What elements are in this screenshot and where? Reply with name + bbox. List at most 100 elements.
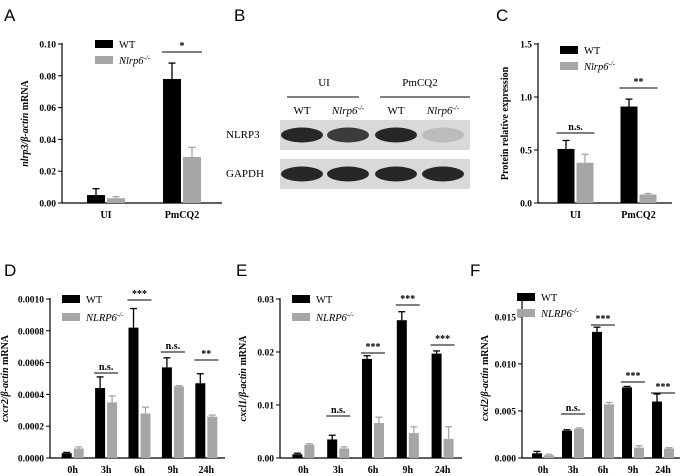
bar-ko-6h bbox=[374, 423, 384, 458]
x-tick-label: PmCQ2 bbox=[165, 210, 199, 221]
significance-label: n.s. bbox=[568, 122, 583, 133]
lane-label-2: Nlrp6-/- bbox=[331, 104, 365, 117]
x-tick-label: 9h bbox=[403, 465, 414, 476]
y-tick-label: 0.0004 bbox=[18, 391, 44, 401]
bar-ko-ui bbox=[107, 198, 125, 203]
y-tick-label: 0.08 bbox=[39, 72, 56, 82]
bar-ko-9h bbox=[634, 447, 644, 458]
bar-wt-6h bbox=[128, 327, 139, 458]
significance-label: *** bbox=[656, 382, 671, 393]
bar-wt-pmcq2 bbox=[163, 78, 181, 203]
bar-wt-0h bbox=[532, 453, 542, 458]
bar-ko-24h bbox=[207, 416, 218, 458]
significance-label: * bbox=[180, 41, 185, 52]
legend-swatch bbox=[560, 46, 578, 54]
bar-wt-pmcq2 bbox=[620, 106, 638, 203]
y-tick-label: 0.005 bbox=[495, 407, 517, 417]
blot-band-nlrp3-3 bbox=[375, 127, 417, 143]
x-tick-label: 9h bbox=[628, 465, 639, 476]
panel-letter-a: A bbox=[4, 6, 16, 25]
y-axis-label: Protein relative expression bbox=[500, 66, 511, 180]
bar-ko-pmcq2 bbox=[183, 156, 201, 203]
bar-wt-3h bbox=[95, 388, 106, 458]
legend-swatch bbox=[62, 295, 80, 303]
lane-label-3: WT bbox=[387, 105, 404, 117]
y-tick-label: 0.06 bbox=[39, 104, 56, 114]
row-label-gapdh: GAPDH bbox=[226, 168, 264, 180]
bar-ko-pmcq2 bbox=[639, 194, 657, 203]
legend-label: WT bbox=[584, 46, 601, 57]
panel-letter-d: D bbox=[4, 261, 16, 280]
legend-label: WT bbox=[86, 295, 103, 306]
y-axis-label: cxcl2/β-actin mRNA bbox=[480, 334, 491, 421]
y-tick-label: 0.000 bbox=[495, 455, 517, 465]
x-tick-label: 0h bbox=[67, 465, 78, 476]
significance-label: n.s. bbox=[166, 341, 181, 352]
legend-label: WT bbox=[316, 295, 333, 306]
group-label-ui: UI bbox=[318, 77, 330, 89]
chart-panel-f: F 0.000 0.005 0.010 0.015 cxcl2/β-actin mRNA 0… bbox=[470, 261, 680, 476]
x-tick-label: UI bbox=[100, 210, 111, 221]
bar-ko-24h bbox=[664, 448, 674, 458]
legend-label: WT bbox=[541, 293, 558, 304]
x-tick-label: 24h bbox=[655, 465, 671, 476]
panel-letter-e: E bbox=[236, 261, 247, 280]
y-axis-label: cxcl1/β-actin mRNA bbox=[238, 335, 249, 422]
lane-label-4: Nlrp6-/- bbox=[426, 104, 460, 117]
significance-label: n.s. bbox=[99, 362, 114, 373]
y-axis-label: nlrp3/β-actin mRNA bbox=[20, 79, 31, 166]
bar-wt-9h bbox=[622, 387, 632, 458]
blot-band-gapdh-1 bbox=[281, 166, 323, 182]
bar-wt-24h bbox=[431, 353, 442, 458]
chart-panel-d: D 0.0000 0.0002 0.0004 0.0006 0.0008 0.0010 cxc… bbox=[0, 261, 225, 476]
chart-panel-c: C 0.0 0.5 1.0 1.5 Protein relative expression… bbox=[496, 6, 672, 221]
y-tick-label: 0.0002 bbox=[18, 423, 44, 433]
x-tick-label: 6h bbox=[134, 465, 145, 476]
significance-label: *** bbox=[400, 294, 415, 305]
bar-ko-9h bbox=[173, 386, 184, 458]
y-tick-label: 1.5 bbox=[520, 41, 532, 51]
significance-label: ** bbox=[201, 349, 211, 360]
bar-ko-6h bbox=[140, 413, 151, 458]
blot-bands bbox=[280, 120, 470, 189]
bar-wt-0h bbox=[61, 453, 72, 458]
legend-swatch bbox=[95, 40, 113, 48]
y-tick-label: 1.0 bbox=[520, 94, 532, 104]
legend-swatch bbox=[292, 313, 310, 321]
bar-ko-9h bbox=[408, 433, 419, 458]
bar-wt-ui bbox=[557, 148, 575, 203]
bar-ko-ui bbox=[576, 162, 594, 203]
blot-band-nlrp3-1 bbox=[281, 127, 323, 143]
bar-wt-24h bbox=[195, 383, 206, 458]
legend-swatch bbox=[517, 293, 535, 301]
y-tick-label: 0.015 bbox=[495, 313, 517, 323]
legend-label: WT bbox=[119, 40, 136, 51]
blot-band-gapdh-2 bbox=[327, 166, 369, 182]
significance-label: *** bbox=[366, 342, 381, 353]
panel-letter-b: B bbox=[234, 6, 245, 25]
charts-layer: A 0.00 0.02 0.04 0.06 0.08 0.10 nlrp3/β-actin m… bbox=[0, 6, 680, 476]
row-label-nlrp3: NLRP3 bbox=[226, 129, 260, 141]
legend-label: NLRP6-/- bbox=[540, 307, 579, 320]
legend-swatch bbox=[292, 295, 310, 303]
y-tick-label: 0.10 bbox=[39, 41, 56, 51]
lane-label-1: WT bbox=[293, 105, 310, 117]
y-tick-label: 0.03 bbox=[257, 296, 274, 306]
y-tick-label: 0.01 bbox=[257, 402, 274, 412]
significance-label: n.s. bbox=[331, 405, 346, 416]
bar-ko-0h bbox=[73, 448, 84, 458]
x-tick-label: 0h bbox=[538, 465, 549, 476]
bar-ko-6h bbox=[604, 404, 614, 458]
group-label-pmcq2: PmCQ2 bbox=[402, 77, 437, 89]
legend-swatch bbox=[560, 62, 578, 70]
significance-label: ** bbox=[634, 77, 644, 88]
chart-panel-e: E 0.00 0.01 0.02 0.03 cxcl1/β-actin mRNA 0h 3h 6… bbox=[236, 261, 462, 476]
legend-label: NLRP6-/- bbox=[85, 311, 124, 324]
y-tick-label: 0.00 bbox=[39, 200, 56, 210]
legend-swatch bbox=[517, 309, 535, 317]
x-tick-label: 6h bbox=[368, 465, 379, 476]
x-tick-label: 3h bbox=[333, 465, 344, 476]
legend-label: Nlrp6-/- bbox=[118, 54, 151, 67]
y-tick-label: 0.00 bbox=[257, 455, 274, 465]
